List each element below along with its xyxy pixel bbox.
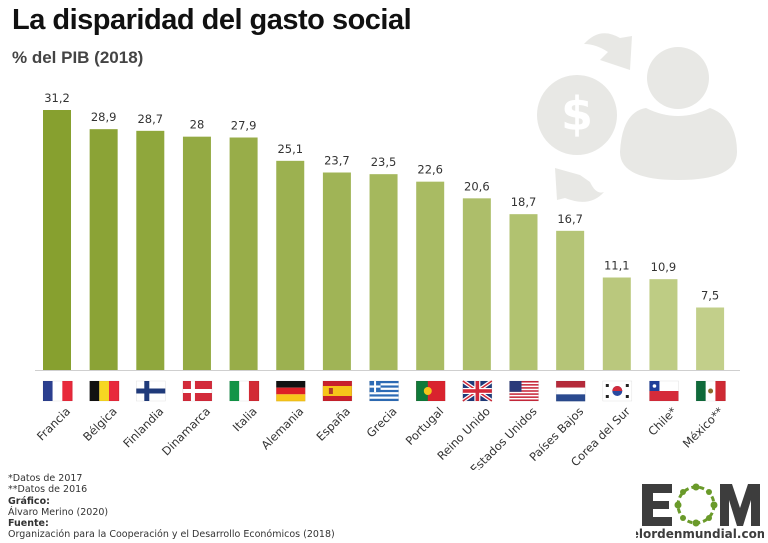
bar [43,110,71,370]
logo-site: elordenmundial.com [636,527,764,540]
category-label: México** [680,404,727,451]
value-label: 23,7 [324,154,350,168]
category-label: Grecia [364,404,400,440]
bar [556,230,585,370]
flag-cl-icon [649,380,679,402]
flag-dk-icon [182,380,213,402]
footnotes: *Datos de 2017 **Datos de 2016 Gráfico: … [8,473,335,541]
chart-subtitle: % del PIB (2018) [12,48,144,67]
category-label: Portugal [403,404,447,448]
value-label: 27,9 [231,119,257,133]
flag-fi-icon [136,380,166,402]
flag-nl-icon [555,380,586,402]
bar-group: 28,7 Finlandia [120,112,166,451]
bar-group: 7,5 México** [680,289,727,451]
bar-group: 27,9 Italia [229,119,260,434]
note-2016: **Datos de 2016 [8,484,88,496]
value-label: 28,7 [137,112,163,126]
bar [229,137,258,370]
category-label: Italia [230,404,260,434]
bar-group: 23,5 Grecia [364,155,400,440]
category-label: Finlandia [120,404,166,450]
flag-be-icon [89,380,120,402]
category-label: España [313,404,353,444]
category-label: Alemania [258,404,306,452]
bar-group: 23,7 España [313,154,353,444]
bar [416,181,445,370]
flag-it-icon [229,380,260,402]
fuente-source: Organización para la Cooperación y el De… [8,529,335,541]
value-label: 18,7 [511,195,537,209]
bar [369,174,398,370]
bar-group: 28 Dinamarca [159,118,213,459]
category-label: Chile* [645,404,679,438]
flag-es-icon [322,380,353,402]
category-label: Francia [34,404,73,443]
svg-text:$: $ [561,87,593,141]
bar-group: 28,9 Bélgica [80,110,120,444]
value-label: 25,1 [277,142,303,156]
bar [509,214,538,370]
bar [89,129,118,370]
money-exchange-person-icon: $ [537,33,737,202]
grafico-author: Álvaro Merino (2020) [8,506,109,518]
value-label: 28 [190,118,205,132]
bar-chart: $ 31,2 Francia 28,9 Bélgica 28,7 Finlandia 28 D… [34,33,740,470]
value-label: 23,5 [371,155,397,169]
flag-us-icon [509,380,539,402]
flag-gb-icon [461,379,493,403]
bar [649,279,678,370]
flag-fr-icon [42,380,73,402]
flag-pt-icon [415,380,446,402]
value-label: 31,2 [44,91,70,105]
eom-logo: elordenmundial.com [636,483,764,540]
bar [696,307,725,370]
bar-group: 25,1 Alemania [258,142,306,452]
category-label: Bélgica [80,404,120,444]
bar [462,198,491,370]
fuente-label: Fuente: [8,518,49,530]
flag-mx-icon [695,380,726,402]
value-label: 16,7 [557,212,583,226]
bar [602,277,631,370]
bar-group: 31,2 Francia [34,91,73,443]
value-label: 28,9 [91,110,117,124]
bar [136,130,165,370]
bar [322,172,351,370]
value-label: 22,6 [417,163,443,177]
flag-de-icon [276,380,306,402]
category-label: Dinamarca [159,404,213,458]
flag-gr-icon [369,380,399,402]
value-label: 10,9 [651,260,677,274]
bar-group: 10,9 Chile* [645,260,679,438]
bar [276,160,305,370]
value-label: 11,1 [604,259,630,273]
value-label: 20,6 [464,179,490,193]
value-label: 7,5 [701,289,719,303]
bar [182,136,211,370]
bar-group: 22,6 Portugal [403,163,447,448]
note-2017: *Datos de 2017 [8,473,83,484]
chart-title: La disparidad del gasto social [12,4,412,36]
flag-kr-icon [602,380,633,402]
grafico-label: Gráfico: [8,495,50,507]
